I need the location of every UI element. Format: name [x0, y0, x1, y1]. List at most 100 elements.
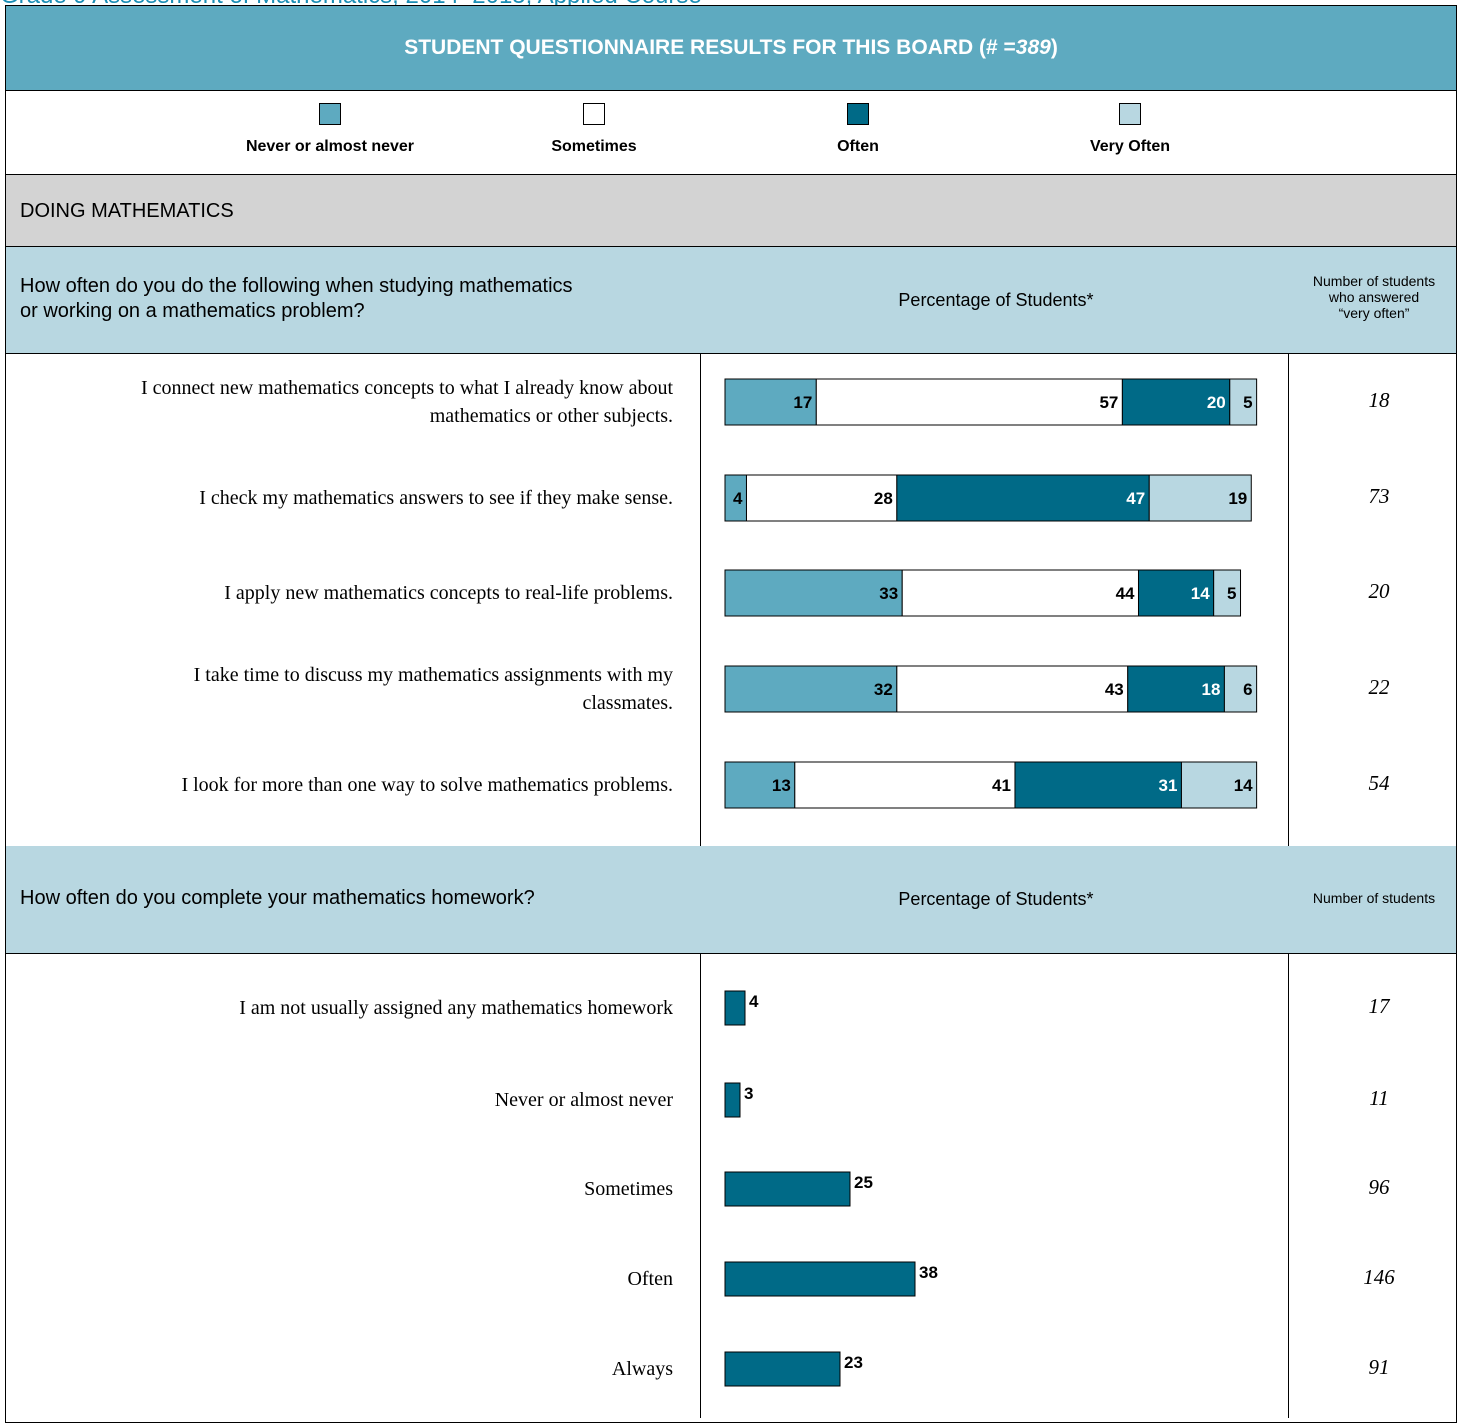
- homework-bar-row-1: [724, 990, 746, 1026]
- bar-label-very-often-row-3: 5: [1227, 584, 1236, 603]
- bar-very-often-row-2: [1148, 474, 1252, 522]
- bar-often-row-4: [1127, 665, 1225, 713]
- chart2-count: 17: [1368, 994, 1390, 1018]
- chart1-count: 73: [1368, 484, 1390, 508]
- homework-bar-row-5: [724, 1351, 841, 1387]
- bar-never-row-1: [724, 378, 817, 426]
- bar-sometimes-row-5: [794, 761, 1016, 809]
- legend-label-never: Never or almost never: [245, 138, 415, 155]
- question2-text: How often do you complete your mathemati…: [20, 887, 535, 909]
- chart1-left-divider: [700, 354, 701, 846]
- legend-item-often: Often: [738, 103, 978, 156]
- chart2-row-label: Always: [611, 1358, 673, 1380]
- legend: Never or almost never Sometimes Often Ve…: [5, 91, 1457, 175]
- homework-bar-label-row-2: 3: [744, 1084, 753, 1103]
- chart1-row-label: I take time to discuss my mathematics as…: [193, 664, 673, 714]
- bar-label-often-row-4: 18: [1201, 680, 1220, 699]
- chart1-count: 20: [1368, 579, 1390, 603]
- question1-text-line2: or working on a mathematics problem?: [20, 300, 365, 322]
- chart2-row-label: I am not usually assigned any mathematic…: [239, 997, 673, 1019]
- homework-bar-label-row-5: 23: [844, 1353, 863, 1372]
- legend-swatch-often: [847, 103, 869, 125]
- question1-count-header: Number of students who answered “very of…: [1292, 273, 1456, 321]
- chart1-row-label: I connect new mathematics concepts to wh…: [140, 377, 673, 427]
- bar-label-sometimes-row-3: 44: [1116, 584, 1135, 603]
- legend-swatch-never: [319, 103, 341, 125]
- legend-label-very-often: Very Often: [1089, 138, 1171, 155]
- bar-very-often-row-3: [1213, 569, 1242, 617]
- bar-often-row-1: [1121, 378, 1231, 426]
- page-heading: Grade 9 Assessment of Mathematics, 2014–…: [0, 0, 1460, 8]
- header-title-suffix: ): [1050, 36, 1058, 59]
- legend-item-never: Never or almost never: [210, 103, 450, 156]
- chart1-right-divider: [1288, 354, 1289, 846]
- question1-count-header-line2: who answered: [1328, 289, 1420, 305]
- bar-often-row-2: [896, 474, 1150, 522]
- bar-sometimes-row-1: [815, 378, 1123, 426]
- homework-bar-row-4: [724, 1261, 916, 1297]
- legend-item-very-often: Very Often: [1010, 103, 1250, 156]
- chart1-row-label: I apply new mathematics concepts to real…: [224, 582, 673, 604]
- chart2-left-divider: [700, 954, 701, 1418]
- chart1-count: 18: [1368, 388, 1390, 412]
- bar-label-never-row-5: 13: [772, 776, 791, 795]
- bar-label-sometimes-row-1: 57: [1099, 393, 1118, 412]
- bar-sometimes-row-4: [896, 665, 1129, 713]
- bar-label-never-row-4: 32: [874, 680, 893, 699]
- question1-header: How often do you do the following when s…: [5, 247, 1457, 354]
- bar-never-row-5: [724, 761, 796, 809]
- question2-header: How often do you complete your mathemati…: [5, 846, 1457, 954]
- bar-very-often-row-5: [1180, 761, 1258, 809]
- legend-label-sometimes: Sometimes: [551, 138, 637, 155]
- bar-label-very-often-row-1: 5: [1243, 393, 1252, 412]
- header-title-prefix: STUDENT QUESTIONNAIRE RESULTS FOR THIS B…: [404, 36, 1016, 59]
- chart2-row-label: Sometimes: [584, 1178, 673, 1200]
- chart2-count: 11: [1369, 1086, 1389, 1110]
- chart1-row-label: I look for more than one way to solve ma…: [181, 774, 673, 796]
- bar-label-sometimes-row-4: 43: [1105, 680, 1124, 699]
- bar-label-often-row-1: 20: [1207, 393, 1226, 412]
- chart1-count: 22: [1368, 675, 1390, 699]
- question1-count-header-line3: “very often”: [1338, 305, 1410, 321]
- question2-pct-header: Percentage of Students*: [898, 889, 1094, 909]
- bar-label-often-row-3: 14: [1191, 584, 1210, 603]
- homework-bar-label-row-4: 38: [919, 1263, 938, 1282]
- chart2-count: 91: [1368, 1355, 1390, 1379]
- chart2-bars: 4 3 25 38 23: [724, 990, 938, 1387]
- question1-count-header-line1: Number of students: [1312, 273, 1436, 289]
- chart2-row-label: Often: [627, 1268, 673, 1290]
- chart2-row-label: Never or almost never: [494, 1089, 673, 1111]
- bar-very-often-row-4: [1223, 665, 1258, 713]
- chart1-stacked-bars: 17 57 20 5 4 28 47 19 33 44 14 5 32 43 18 6 13 41 31 14: [724, 378, 1258, 809]
- bar-label-never-row-1: 17: [793, 393, 812, 412]
- chart2-count: 146: [1363, 1265, 1395, 1289]
- chart1-count: 54: [1368, 771, 1390, 795]
- bar-label-very-often-row-4: 6: [1243, 680, 1252, 699]
- legend-label-often: Often: [837, 138, 879, 155]
- bar-label-very-often-row-5: 14: [1234, 776, 1253, 795]
- question1-text-line1: How often do you do the following when s…: [20, 275, 573, 297]
- homework-bar-row-2: [724, 1082, 741, 1118]
- question1-text: How often do you do the following when s…: [20, 274, 573, 324]
- bar-sometimes-row-2: [745, 474, 898, 522]
- legend-swatch-very-often: [1119, 103, 1141, 125]
- bar-label-sometimes-row-2: 28: [874, 489, 893, 508]
- homework-bar-label-row-1: 4: [749, 992, 759, 1011]
- bar-sometimes-row-3: [901, 569, 1139, 617]
- bar-label-often-row-2: 47: [1126, 489, 1145, 508]
- bar-label-very-often-row-2: 19: [1228, 489, 1247, 508]
- chart2-right-divider: [1288, 954, 1289, 1418]
- legend-swatch-sometimes: [583, 103, 605, 125]
- question2-count-header: Number of students: [1312, 890, 1436, 906]
- question1-pct-header: Percentage of Students*: [898, 290, 1094, 310]
- bar-often-row-5: [1014, 761, 1182, 809]
- homework-bar-row-3: [724, 1171, 851, 1207]
- homework-bar-label-row-3: 25: [854, 1173, 873, 1192]
- chart2-count: 96: [1368, 1175, 1390, 1199]
- bar-very-often-row-1: [1229, 378, 1258, 426]
- legend-item-sometimes: Sometimes: [474, 103, 714, 156]
- bar-label-never-row-3: 33: [879, 584, 898, 603]
- bar-label-often-row-5: 31: [1159, 776, 1178, 795]
- section-title: DOING MATHEMATICS: [5, 175, 1457, 247]
- bar-label-sometimes-row-5: 41: [992, 776, 1011, 795]
